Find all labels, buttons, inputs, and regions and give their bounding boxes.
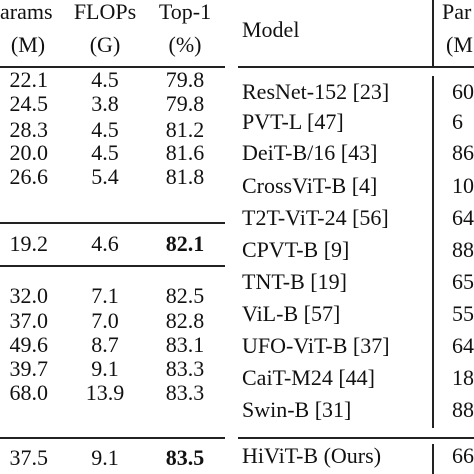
cell-text: 9.1 (91, 445, 119, 470)
cell-text: 88 (452, 397, 474, 422)
divider (432, 0, 434, 66)
cell-text: 79.8 (165, 91, 205, 116)
cell-text: 64 (452, 333, 474, 358)
cell-text: DeiT-B/16 [43] (242, 140, 378, 165)
cell-text: 22.1 (9, 67, 49, 92)
cell-text: 83.5 (165, 445, 205, 470)
cell-text: 4.6 (91, 231, 119, 256)
cell-text: 3.8 (91, 91, 119, 116)
cell-text: Top-1 (158, 0, 212, 24)
cell-text: 32.0 (9, 283, 49, 308)
cell-text: TNT-B [19] (242, 269, 347, 294)
cell-text: 37.5 (9, 445, 49, 470)
rule (238, 437, 474, 439)
cell-text: 28.3 (9, 117, 49, 142)
cell-text: UFO-ViT-B [37] (242, 333, 390, 358)
divider (432, 444, 434, 474)
cell-text: 4.5 (91, 140, 119, 165)
rule (0, 437, 225, 439)
cell-text: CPVT-B [9] (242, 237, 350, 262)
rule (238, 66, 474, 68)
cell-text: 82.8 (165, 308, 205, 333)
cell-text: PVT-L [47] (242, 109, 344, 134)
rule (0, 222, 225, 224)
cell-text: 4.5 (91, 117, 119, 142)
cell-text: ViL-B [57] (242, 301, 341, 326)
cell-text: 79.8 (165, 67, 205, 92)
cell-text: 66 (452, 443, 474, 468)
cell-text: 19.2 (9, 231, 49, 256)
cell-text: (%) (168, 32, 202, 57)
cell-text: 39.7 (9, 356, 49, 381)
cell-text: 82.1 (165, 231, 205, 256)
cell-text: FLOPs (73, 0, 137, 24)
cell-text: 24.5 (9, 91, 49, 116)
cell-text: 8.7 (91, 332, 119, 357)
cell-text: ResNet-152 [23] (242, 79, 390, 104)
cell-text: CaiT-M24 [44] (242, 365, 376, 390)
divider (432, 76, 434, 428)
cell-text: 13.9 (85, 380, 125, 405)
cell-text: 4.5 (91, 67, 119, 92)
cell-text: 9.1 (91, 356, 119, 381)
rule (0, 66, 225, 68)
cell-text: (G) (89, 32, 121, 57)
cell-text: 7.1 (91, 283, 119, 308)
cell-text: 83.1 (165, 332, 205, 357)
cell-text: 82.5 (165, 283, 205, 308)
cell-text: 81.2 (165, 117, 205, 142)
cell-text: 6 (452, 109, 463, 134)
cell-text: 49.6 (9, 332, 49, 357)
cell-text: Model (242, 17, 300, 42)
cell-text: Swin-B [31] (242, 397, 352, 422)
cell-text: CrossViT-B [4] (242, 173, 378, 198)
cell-text: 37.0 (9, 308, 49, 333)
cell-text: (M (446, 32, 473, 57)
cell-text: 55 (452, 301, 474, 326)
rule (0, 265, 225, 267)
cell-text: 81.6 (165, 140, 205, 165)
cell-text: 18 (452, 365, 474, 390)
cell-text: 83.3 (165, 356, 205, 381)
cell-text: 7.0 (91, 308, 119, 333)
cell-text: 81.8 (165, 164, 205, 189)
cell-text: 88 (452, 237, 474, 262)
cell-text: T2T-ViT-24 [56] (242, 205, 389, 230)
cell-text: 83.3 (165, 380, 205, 405)
cell-text: 60 (452, 79, 474, 104)
cell-text: Par (442, 0, 472, 24)
cell-text: 20.0 (9, 140, 49, 165)
cell-text: 26.6 (9, 164, 49, 189)
cell-text: 68.0 (9, 380, 49, 405)
cell-text: HiViT-B (Ours) (242, 443, 382, 468)
cell-text: arams (0, 0, 53, 24)
cell-text: 10 (452, 173, 474, 198)
cell-text: 64 (452, 205, 474, 230)
cell-text: 5.4 (91, 164, 119, 189)
cell-text: 65 (452, 269, 474, 294)
cell-text: 86 (452, 140, 474, 165)
cell-text: (M) (10, 32, 46, 57)
